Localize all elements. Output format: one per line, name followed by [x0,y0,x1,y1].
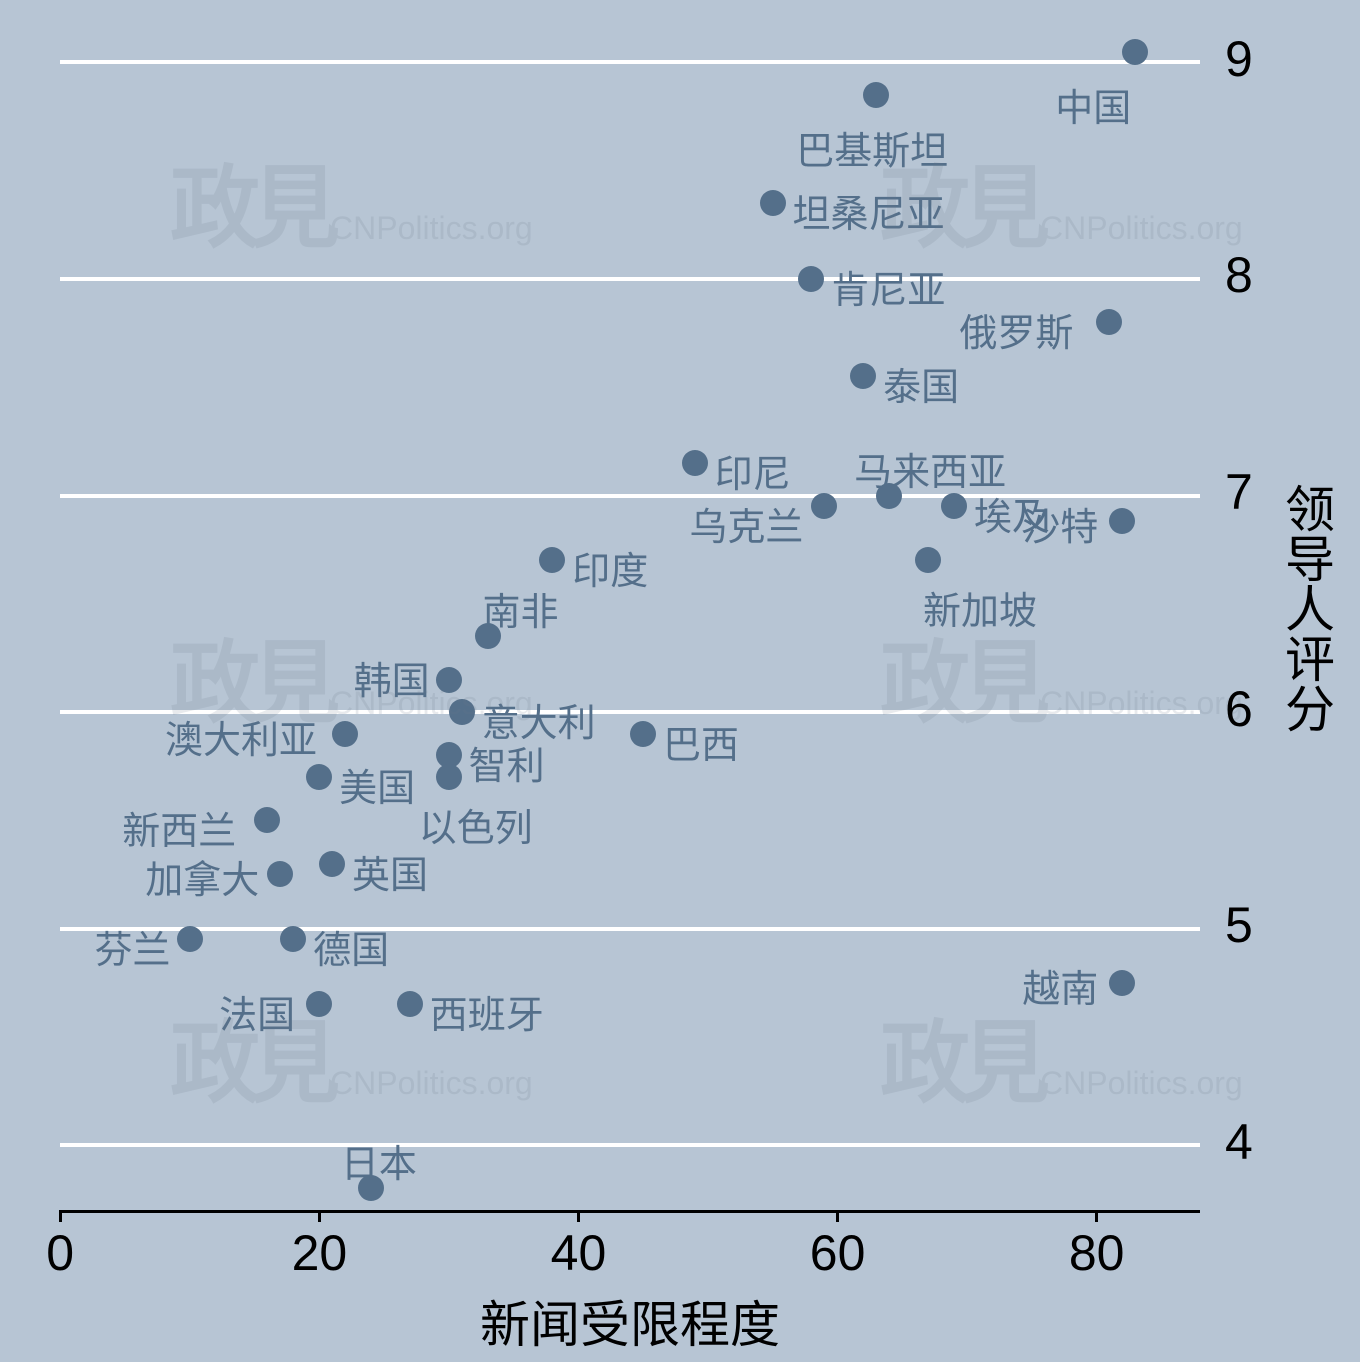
data-point-label: 美国 [339,757,415,812]
watermark: 政見CNPolitics.org [880,990,1243,1120]
gridline [60,927,1200,931]
data-point [941,493,967,519]
data-point [760,190,786,216]
data-point-label: 泰国 [883,356,959,411]
watermark: 政見CNPolitics.org [170,135,533,265]
x-tick-label: 80 [1069,1224,1125,1282]
x-tick-label: 20 [292,1224,348,1282]
data-point-label: 新西兰 [122,800,236,855]
data-point [863,82,889,108]
data-point [682,450,708,476]
data-point [254,807,280,833]
data-point-label: 中国 [1055,77,1131,132]
data-point-label: 英国 [352,844,428,899]
gridline [60,1143,1200,1147]
x-axis-title: 新闻受限程度 [480,1285,780,1357]
y-tick-label: 7 [1225,463,1253,521]
x-tick [577,1210,580,1222]
data-point [850,363,876,389]
scatter-chart: 中国巴基斯坦坦桑尼亚肯尼亚俄罗斯泰国印尼马来西亚乌克兰埃及沙特新加坡印度南非韩国… [0,0,1360,1362]
gridline [60,60,1200,64]
data-point-label: 德国 [313,919,389,974]
data-point-label: 肯尼亚 [831,259,945,314]
data-point [306,764,332,790]
data-point [1096,309,1122,335]
y-tick-label: 5 [1225,896,1253,954]
watermark: 政見CNPolitics.org [880,135,1243,265]
y-tick-label: 4 [1225,1113,1253,1171]
data-point-label: 加拿大 [145,849,259,904]
data-point-label: 俄罗斯 [959,302,1073,357]
data-point-label: 芬兰 [95,919,171,974]
x-tick [318,1210,321,1222]
data-point-label: 巴西 [663,714,739,769]
data-point [630,721,656,747]
x-tick-label: 40 [551,1224,607,1282]
data-point [177,926,203,952]
data-point [539,547,565,573]
data-point-label: 乌克兰 [689,496,803,551]
data-point-label: 日本 [341,1133,417,1188]
data-point-label: 印尼 [715,443,791,498]
data-point [436,764,462,790]
x-tick-label: 0 [46,1224,74,1282]
data-point [267,861,293,887]
data-point [915,547,941,573]
y-tick-label: 9 [1225,30,1253,88]
y-tick-label: 6 [1225,680,1253,738]
data-point [1109,508,1135,534]
watermark: 政見CNPolitics.org [170,610,533,740]
gridline [60,277,1200,281]
x-axis-line [60,1210,1200,1213]
data-point [798,266,824,292]
x-tick [1095,1210,1098,1222]
watermark: 政見CNPolitics.org [880,610,1243,740]
y-tick-label: 8 [1225,246,1253,304]
data-point [811,493,837,519]
data-point-label: 印度 [572,540,648,595]
data-point-label: 以色列 [419,797,533,852]
y-axis-title: 领导人评分 [1270,483,1342,733]
x-tick-label: 60 [810,1224,866,1282]
data-point [1122,39,1148,65]
data-point [280,926,306,952]
data-point [319,851,345,877]
x-tick [59,1210,62,1222]
watermark: 政見CNPolitics.org [170,990,533,1120]
x-tick [836,1210,839,1222]
data-point-label: 智利 [469,735,545,790]
data-point-label: 沙特 [1022,496,1098,551]
